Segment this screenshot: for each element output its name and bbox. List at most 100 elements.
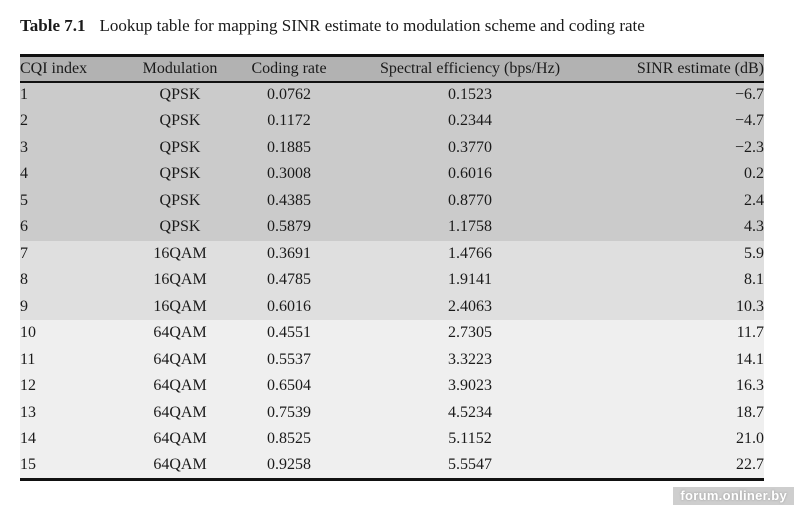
cell-sinr-estimate: 21.0 (736, 430, 764, 448)
cell-spectral-efficiency: 4.5234 (448, 403, 492, 421)
table-body: 1 QPSK 0.0762 0.1523 −6.7 2 QPSK 0.1172 0.2344 −4… (20, 81, 764, 479)
table-row: 11 64QAM 0.5537 3.3223 14.1 (20, 346, 764, 373)
cell-modulation: 64QAM (153, 430, 207, 448)
cell-sinr-estimate: 14.1 (736, 350, 764, 368)
cell-coding-rate: 0.5879 (267, 218, 311, 236)
cell-modulation: QPSK (159, 191, 201, 209)
watermark: forum.onliner.by (673, 487, 794, 505)
cell-coding-rate: 0.1172 (267, 112, 311, 130)
cell-cqi-index: 11 (20, 350, 36, 368)
cell-sinr-estimate: −6.7 (734, 86, 764, 104)
cell-cqi-index: 15 (20, 456, 36, 473)
cell-cqi-index: 3 (20, 138, 28, 156)
cell-spectral-efficiency: 1.4766 (448, 244, 492, 262)
table-row: 2 QPSK 0.1172 0.2344 −4.7 (20, 108, 764, 135)
cell-coding-rate: 0.9258 (267, 456, 311, 473)
cell-sinr-estimate: 5.9 (744, 244, 764, 262)
cell-cqi-index: 9 (20, 297, 28, 315)
cell-modulation: 64QAM (153, 403, 207, 421)
cell-spectral-efficiency: 0.3770 (448, 138, 492, 156)
col-header-coding-rate: Coding rate (230, 55, 348, 83)
table-row: 13 64QAM 0.7539 4.5234 18.7 (20, 399, 764, 426)
cell-coding-rate: 0.3691 (267, 244, 311, 262)
table-row: 9 16QAM 0.6016 2.4063 10.3 (20, 293, 764, 320)
cell-sinr-estimate: 4.3 (744, 218, 764, 236)
table-caption: Table 7.1 Lookup table for mapping SINR e… (20, 16, 645, 36)
table-row: 5 QPSK 0.4385 0.8770 2.4 (20, 187, 764, 214)
cell-spectral-efficiency: 3.9023 (448, 377, 492, 395)
cell-spectral-efficiency: 0.8770 (448, 191, 492, 209)
cell-spectral-efficiency: 0.1523 (448, 86, 492, 104)
cell-coding-rate: 0.4785 (267, 271, 311, 289)
cell-coding-rate: 0.8525 (267, 430, 311, 448)
cell-modulation: 64QAM (153, 350, 207, 368)
cell-spectral-efficiency: 3.3223 (448, 350, 492, 368)
cell-sinr-estimate: −2.3 (734, 138, 764, 156)
cell-sinr-estimate: 0.2 (744, 165, 764, 183)
table-row: 8 16QAM 0.4785 1.9141 8.1 (20, 267, 764, 294)
table-caption-text: Lookup table for mapping SINR estimate t… (99, 16, 645, 35)
cell-sinr-estimate: 18.7 (736, 403, 764, 421)
cell-cqi-index: 4 (20, 165, 28, 183)
cell-spectral-efficiency: 5.5547 (448, 456, 492, 473)
cell-cqi-index: 1 (20, 86, 28, 104)
table-row: 14 64QAM 0.8525 5.1152 21.0 (20, 426, 764, 453)
table-row: 3 QPSK 0.1885 0.3770 −2.3 (20, 134, 764, 161)
cell-cqi-index: 8 (20, 271, 28, 289)
cell-coding-rate: 0.7539 (267, 403, 311, 421)
cell-cqi-index: 2 (20, 112, 28, 130)
cell-coding-rate: 0.6016 (267, 297, 311, 315)
table-header: CQI index Modulation Coding rate Spectra… (20, 55, 764, 83)
cell-sinr-estimate: 2.4 (744, 191, 764, 209)
cell-cqi-index: 7 (20, 244, 28, 262)
table-row: 1 QPSK 0.0762 0.1523 −6.7 (20, 81, 764, 108)
cell-sinr-estimate: 10.3 (736, 297, 764, 315)
cell-sinr-estimate: −4.7 (734, 112, 764, 130)
cell-modulation: QPSK (159, 165, 201, 183)
cell-coding-rate: 0.6504 (267, 377, 311, 395)
table-row: 10 64QAM 0.4551 2.7305 11.7 (20, 320, 764, 347)
cell-coding-rate: 0.0762 (267, 86, 311, 104)
header-row: CQI index Modulation Coding rate Spectra… (20, 55, 764, 83)
table-row: 15 64QAM 0.9258 5.5547 22.7 (20, 452, 764, 479)
cell-coding-rate: 0.4385 (267, 191, 311, 209)
cell-modulation: 64QAM (153, 456, 207, 473)
cell-cqi-index: 5 (20, 191, 28, 209)
cqi-lookup-table: CQI index Modulation Coding rate Spectra… (20, 54, 764, 481)
cell-sinr-estimate: 8.1 (744, 271, 764, 289)
cell-modulation: QPSK (159, 218, 201, 236)
col-header-modulation: Modulation (130, 55, 230, 83)
cell-coding-rate: 0.3008 (267, 165, 311, 183)
cell-spectral-efficiency: 1.9141 (448, 271, 492, 289)
cell-modulation: QPSK (159, 138, 201, 156)
col-header-cqi-index: CQI index (20, 55, 130, 83)
cell-modulation: 64QAM (153, 377, 207, 395)
cell-modulation: 16QAM (153, 297, 207, 315)
cell-coding-rate: 0.5537 (267, 350, 311, 368)
cell-spectral-efficiency: 2.4063 (448, 297, 492, 315)
cell-coding-rate: 0.1885 (267, 138, 311, 156)
cell-sinr-estimate: 22.7 (736, 456, 764, 473)
cell-modulation: 16QAM (153, 244, 207, 262)
table-row: 4 QPSK 0.3008 0.6016 0.2 (20, 161, 764, 188)
col-header-sinr-estimate: SINR estimate (dB) (592, 55, 764, 83)
cell-modulation: QPSK (159, 86, 201, 104)
cell-cqi-index: 14 (20, 430, 36, 448)
table-caption-label: Table 7.1 (20, 16, 86, 35)
cell-spectral-efficiency: 2.7305 (448, 324, 492, 342)
cell-cqi-index: 10 (20, 324, 36, 342)
cell-modulation: 16QAM (153, 271, 207, 289)
table-row: 7 16QAM 0.3691 1.4766 5.9 (20, 240, 764, 267)
cell-spectral-efficiency: 5.1152 (448, 430, 492, 448)
cell-cqi-index: 6 (20, 218, 28, 236)
cell-modulation: 64QAM (153, 324, 207, 342)
cell-sinr-estimate: 16.3 (736, 377, 764, 395)
cell-sinr-estimate: 11.7 (736, 324, 764, 342)
cell-spectral-efficiency: 0.6016 (448, 165, 492, 183)
cell-cqi-index: 12 (20, 377, 36, 395)
cell-coding-rate: 0.4551 (267, 324, 311, 342)
cell-cqi-index: 13 (20, 403, 36, 421)
cell-spectral-efficiency: 1.1758 (448, 218, 492, 236)
cell-spectral-efficiency: 0.2344 (448, 112, 492, 130)
